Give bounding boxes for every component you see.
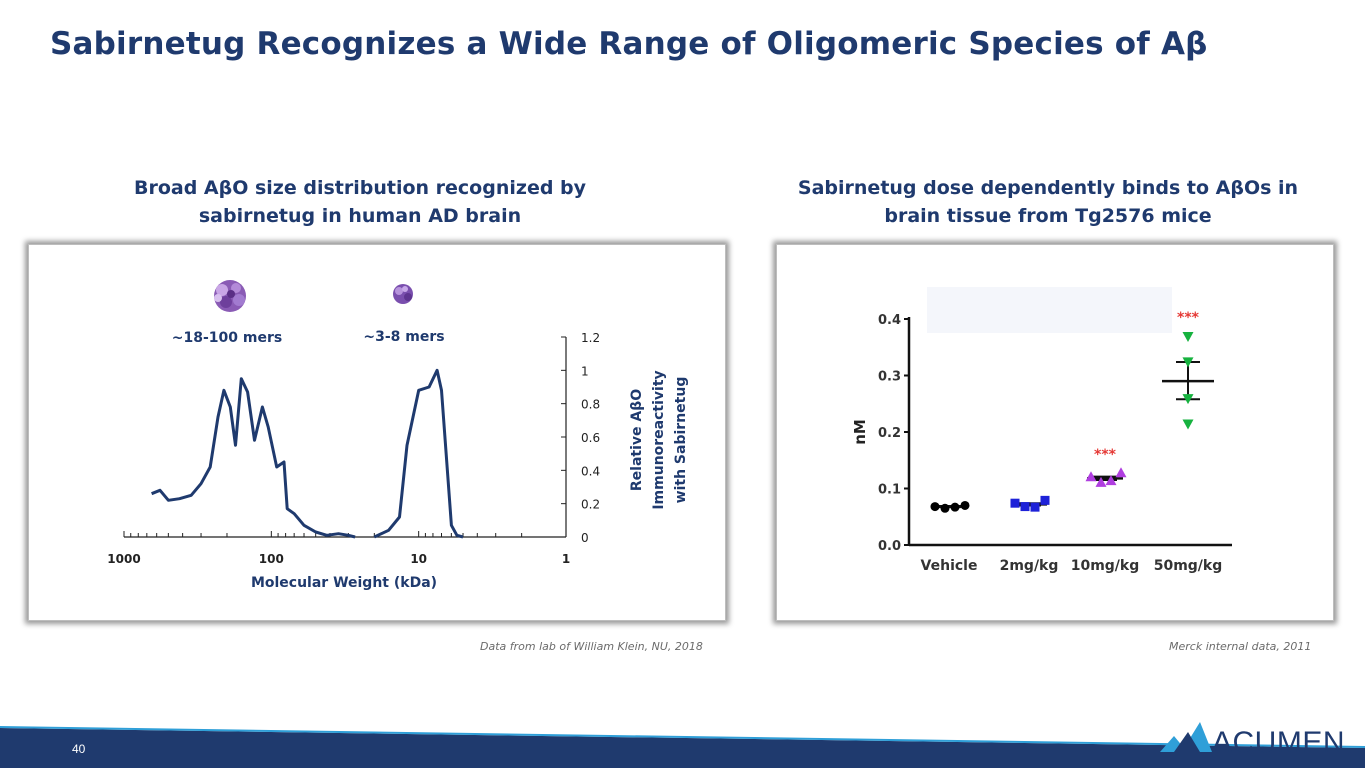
significance-marker: *** bbox=[1177, 310, 1200, 326]
right-heading-line1: Sabirnetug dose dependently binds to AβO… bbox=[797, 177, 1299, 199]
data-point bbox=[1040, 495, 1050, 505]
right-y-tick-label: 0.1 bbox=[878, 483, 901, 498]
left-y-tick-label: 0.6 bbox=[581, 431, 600, 445]
data-point bbox=[1020, 502, 1030, 512]
data-point bbox=[1085, 471, 1097, 482]
left-x-tick-label: 1 bbox=[562, 552, 570, 566]
dose-response-chart: 0.0 0.1 0.2 0.3 0.4 Vehicle 2mg/kg 10mg/kg 50mg/… bbox=[851, 287, 1232, 574]
left-chart-lines bbox=[151, 368, 464, 539]
left-panel-heading: Broad AβO size distribution recognized b… bbox=[90, 174, 630, 230]
page-number: 40 bbox=[72, 742, 86, 756]
left-y-tick-label: 1.2 bbox=[581, 331, 600, 345]
data-point bbox=[1095, 476, 1107, 487]
data-point bbox=[1182, 331, 1194, 342]
size-distribution-chart: ~18-100 mers ~3-8 mers 1000 100 10 100.20.4… bbox=[107, 280, 689, 591]
left-y-tick-label: 0.2 bbox=[581, 498, 600, 512]
left-y-tick-label: 0.8 bbox=[581, 398, 600, 412]
right-heading-line2: brain tissue from Tg2576 mice bbox=[884, 205, 1212, 227]
data-point bbox=[930, 502, 940, 512]
significance-marker: *** bbox=[1094, 447, 1117, 463]
data-point bbox=[950, 502, 960, 512]
right-chart-panel: 0.0 0.1 0.2 0.3 0.4 Vehicle 2mg/kg 10mg/kg 50mg/… bbox=[776, 244, 1334, 621]
data-point bbox=[1182, 394, 1194, 405]
left-x-axis-label: Molecular Weight (kDa) bbox=[251, 575, 437, 591]
data-point bbox=[1030, 502, 1040, 512]
left-x-tick-label: 100 bbox=[259, 552, 284, 566]
data-point bbox=[1105, 475, 1117, 486]
slide-title: Sabirnetug Recognizes a Wide Range of Ol… bbox=[50, 26, 1208, 62]
right-y-tick-label: 0.0 bbox=[878, 539, 901, 554]
left-y-tick-label: 0 bbox=[581, 531, 589, 545]
right-y-tick-label: 0.2 bbox=[878, 426, 901, 441]
data-point bbox=[1182, 419, 1194, 430]
large-oligomer-icon bbox=[214, 280, 246, 312]
data-point bbox=[960, 500, 970, 510]
right-x-tick-label: 10mg/kg bbox=[1071, 558, 1140, 574]
left-heading-line2: sabirnetug in human AD brain bbox=[198, 205, 522, 227]
left-chart-axes: 1000 100 10 100.20.40.60.811.2 bbox=[107, 331, 600, 566]
small-oligomer-label: ~3-8 mers bbox=[363, 329, 444, 345]
y-label-line2: Immunoreactivity bbox=[651, 370, 667, 509]
left-x-tick-label: 1000 bbox=[107, 552, 140, 566]
left-heading-line1: Broad AβO size distribution recognized b… bbox=[133, 177, 587, 199]
right-x-tick-label: 50mg/kg bbox=[1154, 558, 1223, 574]
small-oligomer-series-line bbox=[373, 368, 464, 539]
left-y-tick-label: 1 bbox=[581, 364, 589, 378]
blank-callout-box bbox=[927, 287, 1172, 333]
footer-band bbox=[0, 726, 1365, 768]
right-panel-heading: Sabirnetug dose dependently binds to AβO… bbox=[778, 174, 1318, 230]
large-oligomer-label: ~18-100 mers bbox=[172, 330, 282, 346]
left-source-note: Data from lab of William Klein, NU, 2018 bbox=[480, 640, 703, 653]
large-oligomer-series-line bbox=[151, 377, 356, 539]
logo-text: ACUMEN bbox=[1212, 726, 1346, 759]
left-x-tick-label: 10 bbox=[410, 552, 427, 566]
right-x-tick-label: Vehicle bbox=[921, 558, 978, 574]
data-point bbox=[1182, 357, 1194, 368]
acumen-logo-icon bbox=[1160, 722, 1212, 752]
left-y-tick-label: 0.4 bbox=[581, 464, 600, 478]
right-y-tick-label: 0.4 bbox=[878, 313, 901, 328]
data-point bbox=[1010, 498, 1020, 508]
right-y-axis-label: nM bbox=[851, 419, 869, 445]
data-point bbox=[940, 503, 950, 513]
right-chart-points: *** *** bbox=[930, 310, 1214, 513]
y-label-line1: Relative AβO bbox=[629, 389, 645, 491]
right-y-tick-label: 0.3 bbox=[878, 370, 901, 385]
left-y-axis-label: Relative AβO Immunoreactivity with Sabir… bbox=[629, 370, 689, 509]
right-chart-axes: 0.0 0.1 0.2 0.3 0.4 Vehicle 2mg/kg 10mg/kg 50mg/… bbox=[878, 313, 1232, 574]
right-x-tick-label: 2mg/kg bbox=[1000, 558, 1059, 574]
left-chart-panel: ~18-100 mers ~3-8 mers 1000 100 10 1 0 0.2 0.4… bbox=[28, 244, 726, 621]
data-point bbox=[1115, 467, 1127, 478]
y-label-line3: with Sabirnetug bbox=[673, 377, 689, 504]
right-source-note: Merck internal data, 2011 bbox=[1169, 640, 1312, 653]
small-oligomer-icon bbox=[393, 284, 413, 304]
